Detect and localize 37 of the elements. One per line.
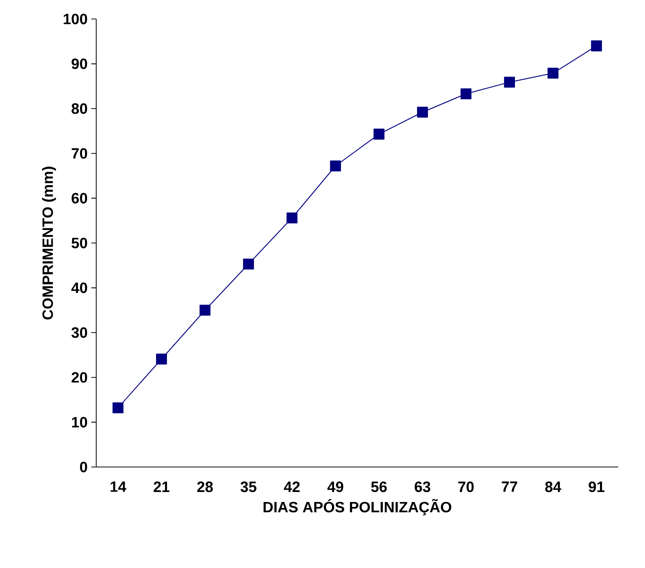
y-tick-label: 80 — [72, 103, 88, 114]
point — [330, 160, 341, 172]
x-tick-label: 91 — [588, 482, 604, 492]
point — [156, 354, 167, 364]
x-axis-title: DIAS APÓS POLINIZAÇÃO — [264, 498, 452, 516]
y-tick-label: 50 — [72, 238, 88, 248]
point — [112, 402, 124, 414]
x-tick-label: 28 — [197, 482, 213, 492]
y-tick-label: 90 — [72, 58, 88, 70]
point — [286, 212, 298, 224]
point — [374, 128, 384, 140]
y-tick-label: 60 — [72, 192, 88, 204]
x-tick-label: 77 — [502, 482, 518, 492]
y-tick-label: 40 — [71, 282, 88, 294]
point — [504, 76, 515, 88]
x-tick-label: 63 — [414, 482, 430, 492]
point — [591, 40, 602, 52]
point — [417, 106, 428, 118]
point — [200, 304, 210, 316]
x-tick-label: 42 — [284, 482, 300, 492]
x-tick-label: 84 — [545, 482, 562, 492]
y-tick-label: 20 — [72, 372, 88, 383]
y-tick-label: 30 — [71, 327, 88, 338]
x-tick-label: 70 — [458, 482, 474, 492]
y-tick-label: 10 — [72, 416, 88, 428]
x-tick-label: 14 — [110, 482, 126, 492]
point — [548, 68, 558, 79]
x-tick-label: 35 — [240, 482, 256, 492]
x-tick-label: 49 — [327, 482, 344, 492]
point — [460, 88, 472, 100]
y-axis-title: COMPRIMENTO (mm) — [42, 166, 56, 320]
x-tick-label: 21 — [154, 482, 170, 492]
y-tick-label: 0 — [80, 462, 88, 472]
x-tick-label: 56 — [371, 482, 387, 492]
y-tick-label: 100 — [64, 14, 88, 24]
y-tick-label: 70 — [72, 148, 88, 159]
point — [243, 258, 254, 270]
